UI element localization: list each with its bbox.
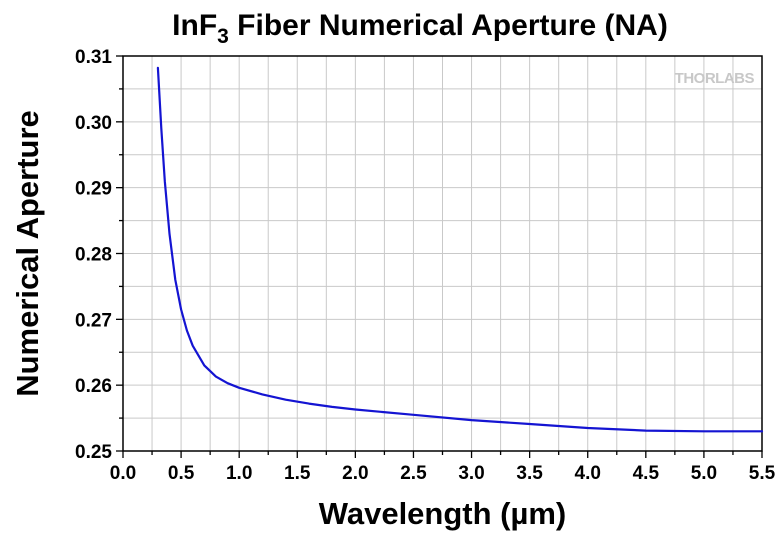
x-axis-label: Wavelength (µm): [319, 496, 567, 531]
x-tick-label: 2.0: [342, 463, 368, 484]
y-tick-label: 0.25: [75, 442, 112, 463]
tick-labels: 0.0 0.5 1.0 1.5 2.0 2.5 3.0 3.5 4.0 4.5 5.0 5.5 0.25…: [75, 47, 776, 484]
x-tick-label: 0.0: [110, 463, 136, 484]
x-tick-label: 3.0: [458, 463, 484, 484]
y-tick-label: 0.30: [75, 113, 112, 134]
y-tick-label: 0.31: [75, 47, 112, 68]
x-tick-label: 4.5: [633, 463, 660, 484]
x-tick-label: 5.5: [749, 463, 776, 484]
x-tick-label: 1.5: [284, 463, 311, 484]
x-tick-label: 1.0: [226, 463, 252, 484]
grid-lines: [123, 56, 762, 451]
y-tick-label: 0.29: [75, 179, 112, 200]
x-tick-label: 3.5: [516, 463, 543, 484]
series-layer: [156, 66, 764, 433]
axis-ticks: [116, 55, 763, 458]
x-tick-label: 2.5: [400, 463, 427, 484]
x-tick-label: 0.5: [168, 463, 195, 484]
y-tick-label: 0.27: [75, 310, 112, 331]
chart-title: InF3 Fiber Numerical Aperture (NA): [172, 9, 668, 48]
y-tick-label: 0.28: [75, 245, 112, 266]
series-line-na: [156, 66, 764, 433]
y-axis-label: Numerical Aperture: [10, 110, 45, 397]
thorlabs-watermark: THORLABS: [675, 70, 755, 87]
x-tick-label: 5.0: [691, 463, 717, 484]
y-tick-label: 0.26: [75, 376, 112, 397]
x-tick-label: 4.0: [575, 463, 601, 484]
